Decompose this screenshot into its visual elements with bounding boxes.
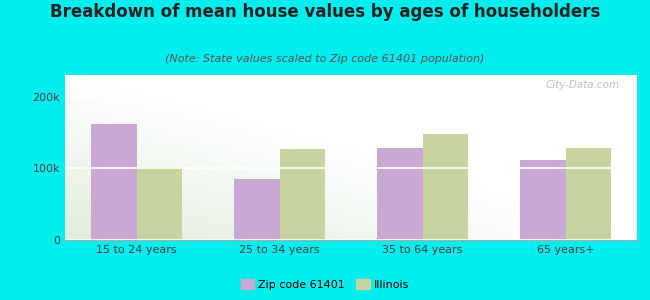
Bar [377, 148, 423, 240]
Legend: Zip code 61401, Illinois: Zip code 61401, Illinois [236, 275, 414, 294]
Bar [136, 167, 182, 240]
Bar [91, 124, 136, 240]
Text: (Note: State values scaled to Zip code 61401 population): (Note: State values scaled to Zip code 6… [165, 54, 485, 64]
Text: Breakdown of mean house values by ages of householders: Breakdown of mean house values by ages o… [50, 3, 600, 21]
Text: City-Data.com: City-Data.com [546, 80, 620, 90]
Bar [422, 134, 468, 240]
Bar [234, 179, 280, 240]
Bar [280, 149, 325, 240]
Bar [520, 160, 566, 240]
Bar [566, 148, 611, 240]
